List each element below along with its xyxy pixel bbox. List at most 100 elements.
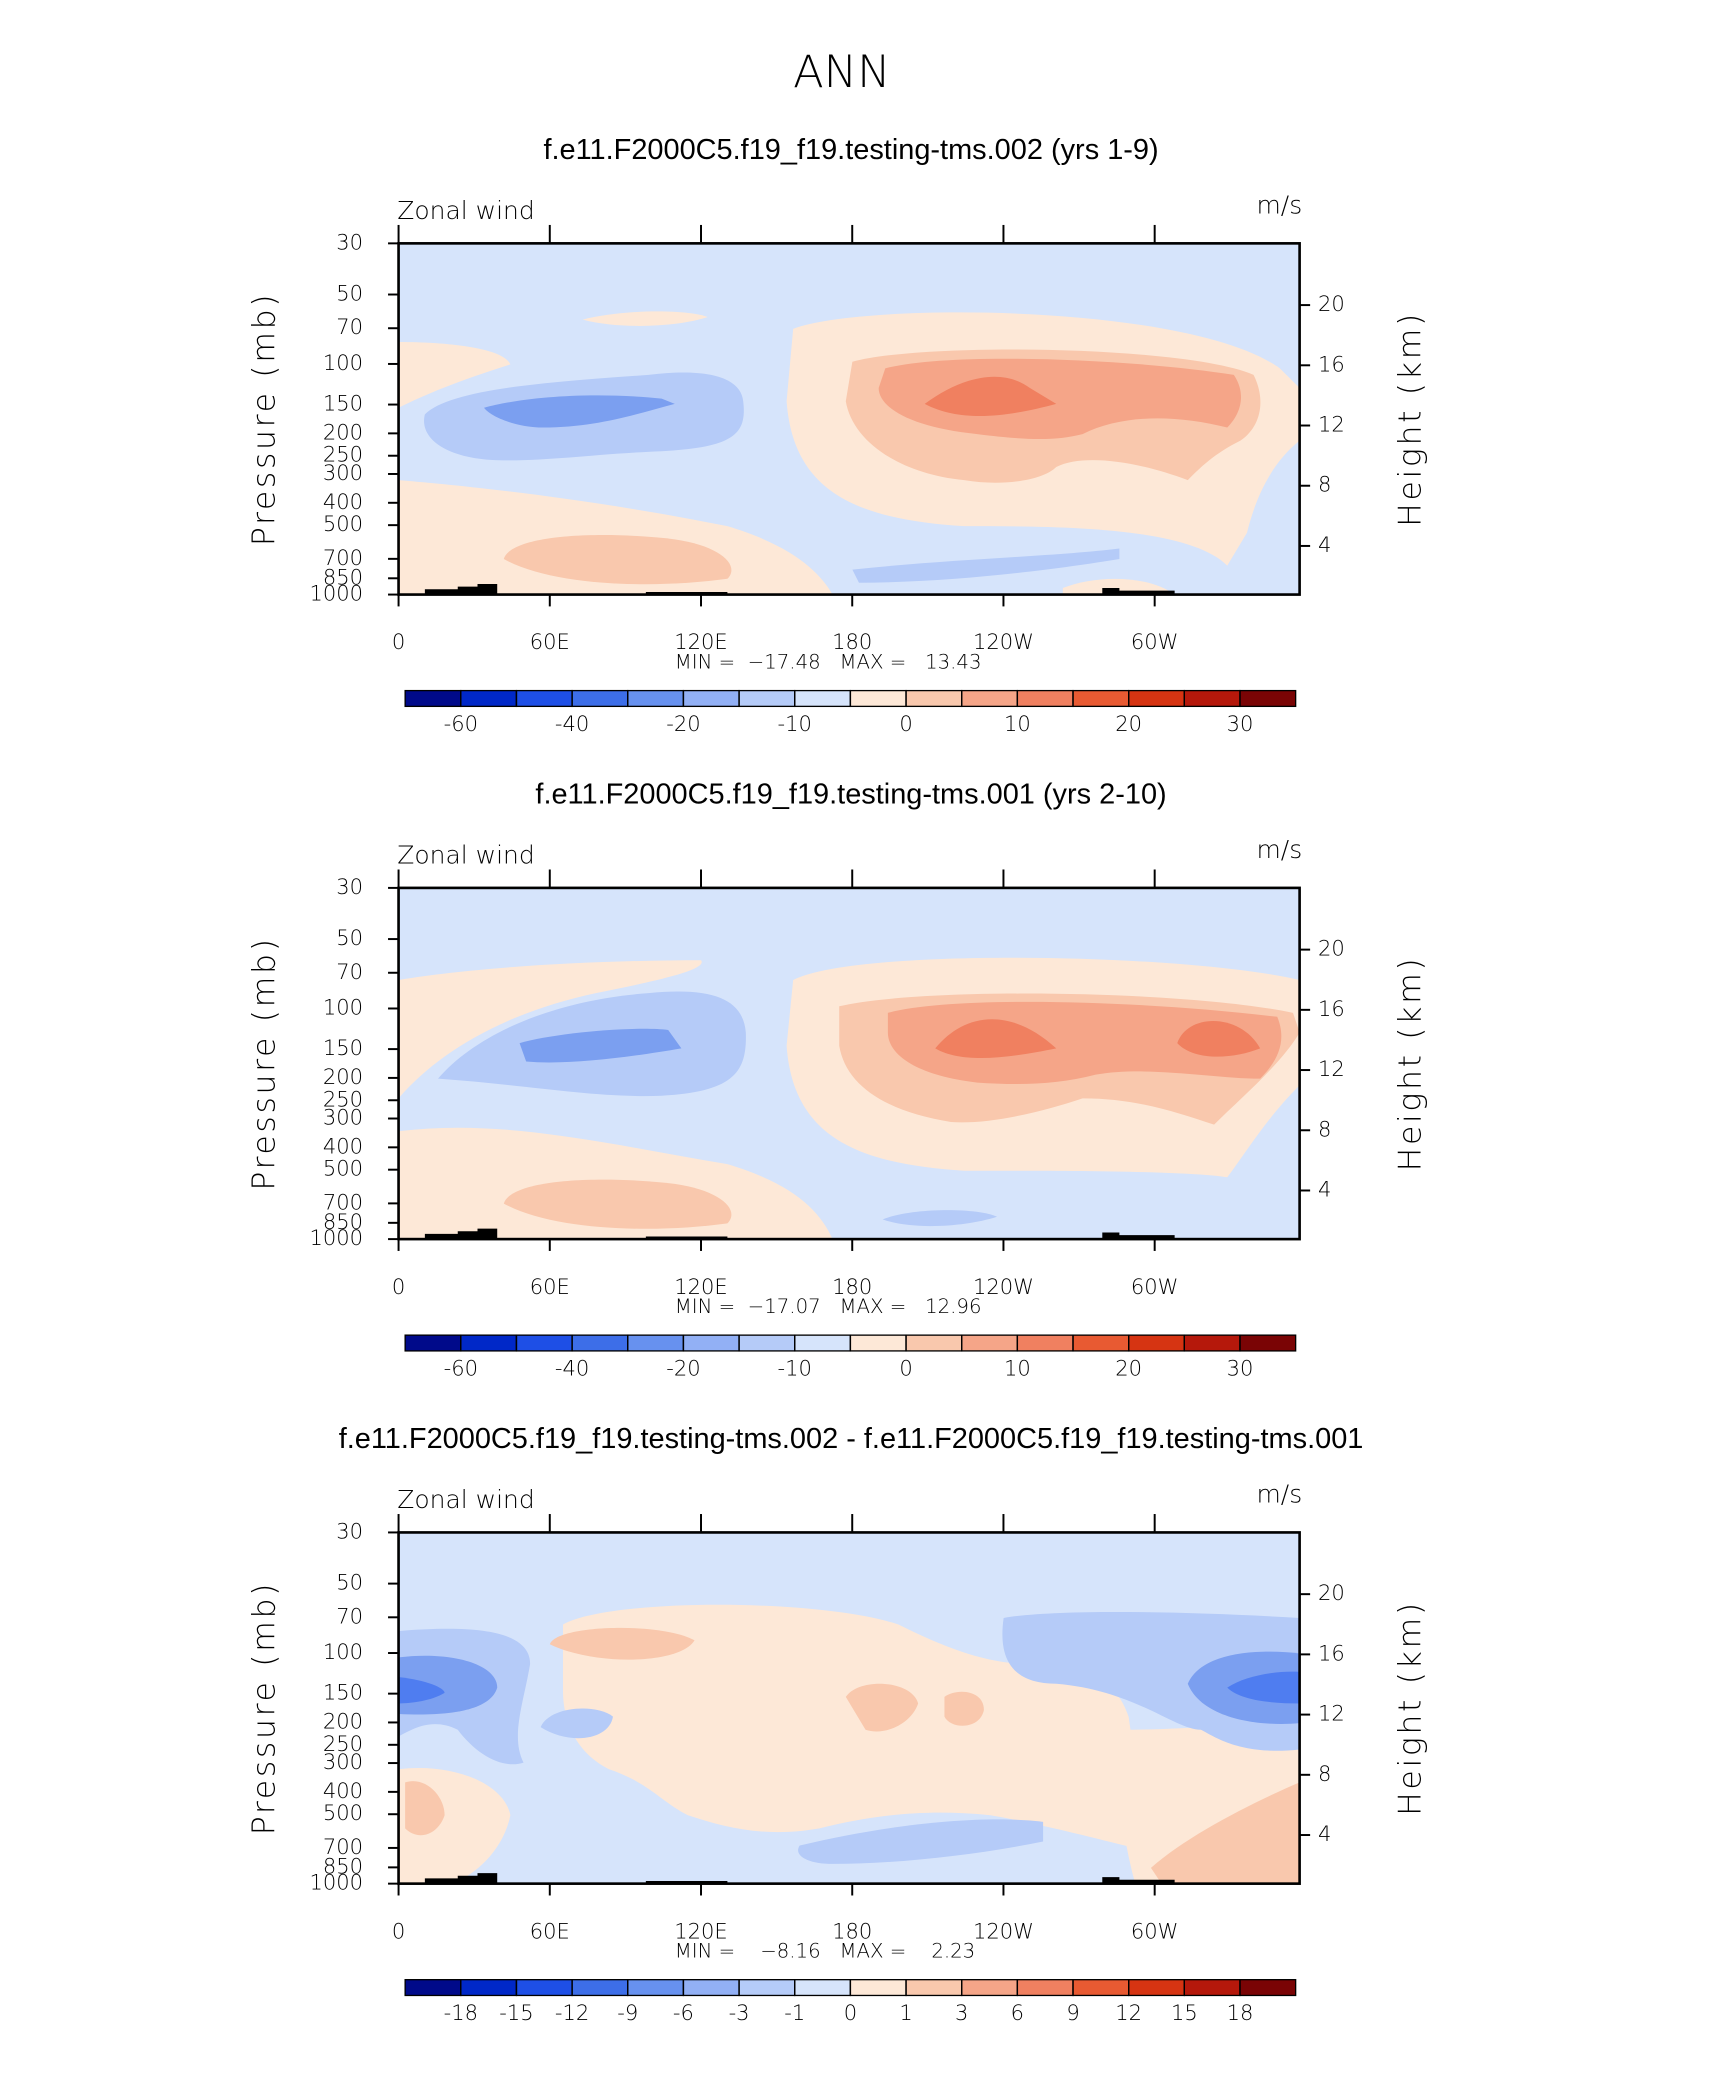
x-tick-label: 0 (392, 629, 405, 654)
colorbar-label: -10 (778, 711, 812, 736)
colorbar-box (627, 689, 685, 708)
y-tick-label: 200 (323, 419, 363, 444)
colorbar-label: 6 (1011, 2000, 1024, 2025)
colorbar-box (404, 1979, 462, 1997)
colorbar-box (515, 1979, 573, 1997)
colorbar-label: -1 (784, 2000, 805, 2025)
colorbar-label: -18 (444, 2000, 478, 2025)
colorbar-box (905, 1979, 963, 1997)
colorbar-box (515, 1334, 573, 1352)
x-tick-label: 120W (973, 1918, 1034, 1943)
x-tick-label: 60E (530, 1918, 570, 1943)
colorbar-box (1128, 689, 1185, 708)
figure-title: ANN (793, 45, 891, 98)
contour-field (398, 1532, 1300, 1884)
colorbar-label: -20 (666, 1355, 700, 1380)
colorbar-label: 30 (1227, 711, 1254, 736)
x-tick-label: 120W (973, 1274, 1034, 1299)
colorbar-box (1183, 1979, 1241, 1997)
colorbar-box (961, 1979, 1019, 1997)
y-tick-label: 300 (323, 1749, 363, 1774)
colorbar-label: 10 (1004, 1355, 1031, 1380)
y2-tick-label: 20 (1318, 936, 1345, 961)
colorbar-label: -12 (555, 2000, 589, 2025)
y-axis-label: Pressure (mb) (247, 936, 283, 1190)
colorbar-box (682, 689, 740, 708)
colorbar-label: -9 (617, 2000, 638, 2025)
colorbar-box (404, 1334, 462, 1352)
units-label: m/s (1256, 1480, 1302, 1509)
y-tick-label: 300 (323, 460, 363, 485)
colorbar-box (1072, 1334, 1130, 1352)
y-tick-label: 400 (323, 489, 363, 514)
min-max: MIN = −17.07 MAX = 12.96 (675, 1295, 982, 1318)
y-tick-label: 50 (336, 281, 363, 306)
x-tick-label: 60E (530, 1274, 570, 1299)
colorbar-box (905, 1334, 963, 1352)
colorbar-label: 0 (899, 1355, 912, 1380)
x-tick-label: 60W (1131, 629, 1179, 654)
colorbar-label: -40 (555, 1355, 589, 1380)
y2-axis-label: Height (km) (1392, 956, 1428, 1172)
colorbar-box (460, 1334, 518, 1352)
y-tick-label: 1000 (310, 581, 364, 606)
colorbar-box (571, 1979, 629, 1997)
y-tick-label: 200 (323, 1708, 363, 1733)
colorbar-box (460, 1979, 518, 1997)
x-tick-label: 0 (392, 1274, 405, 1299)
colorbar-box (738, 1979, 796, 1997)
y-tick-label: 700 (323, 1189, 363, 1214)
y-tick-label: 150 (323, 1035, 363, 1060)
colorbar-box (682, 1334, 740, 1352)
y-tick-label: 1000 (310, 1225, 364, 1250)
y-tick-label: 850 (323, 1209, 363, 1234)
colorbar-label: -3 (729, 2000, 750, 2025)
y2-axis-label: Height (km) (1392, 1600, 1428, 1816)
left-label: Zonal wind (397, 196, 535, 225)
colorbar-box (1183, 1334, 1241, 1352)
colorbar-box (1072, 1979, 1130, 1997)
colorbar-label: 10 (1004, 711, 1031, 736)
colorbar-label: 30 (1227, 1355, 1254, 1380)
min-max: MIN = −8.16 MAX = 2.23 (675, 1940, 975, 1963)
y-tick-label: 300 (323, 1105, 363, 1130)
x-tick-label: 60E (530, 629, 570, 654)
y-tick-label: 500 (323, 1800, 363, 1825)
contour-field (398, 243, 1300, 595)
colorbar-box (404, 689, 462, 708)
colorbar-label: 20 (1115, 711, 1142, 736)
colorbar-box (682, 1979, 740, 1997)
colorbar-box (1016, 689, 1074, 708)
colorbar-box (961, 1334, 1019, 1352)
y-tick-label: 400 (323, 1778, 363, 1803)
colorbar-box (627, 1979, 685, 1997)
y2-tick-label: 4 (1318, 532, 1331, 557)
y-tick-label: 250 (323, 1731, 363, 1756)
y-tick-label: 1000 (310, 1870, 364, 1895)
y2-axis-label: Height (km) (1392, 311, 1428, 527)
y2-tick-label: 16 (1318, 1640, 1345, 1665)
colorbar-box (1016, 1979, 1074, 1997)
y-tick-label: 850 (323, 564, 363, 589)
min-max: MIN = −17.48 MAX = 13.43 (675, 650, 982, 673)
y2-tick-label: 8 (1318, 1761, 1331, 1786)
colorbar-box (849, 1334, 907, 1352)
x-tick-label: 120E (674, 1918, 727, 1943)
colorbar-box (1239, 1334, 1297, 1352)
colorbar-box (794, 689, 852, 708)
y-tick-label: 150 (323, 1680, 363, 1705)
plot-frame (397, 242, 1301, 596)
colorbar-box (1016, 1334, 1074, 1352)
colorbar-box (849, 689, 907, 708)
colorbar-label: -60 (444, 1355, 478, 1380)
colorbar-box (738, 689, 796, 708)
x-tick-label: 120E (674, 1274, 727, 1299)
colorbar-box (794, 1334, 852, 1352)
colorbar-label: -20 (666, 711, 700, 736)
colorbar-box (571, 1334, 629, 1352)
colorbar-box (1239, 689, 1297, 708)
y-tick-label: 70 (336, 1603, 363, 1628)
y-tick-label: 250 (323, 1086, 363, 1111)
x-tick-label: 0 (392, 1918, 405, 1943)
x-tick-label: 180 (832, 1274, 872, 1299)
